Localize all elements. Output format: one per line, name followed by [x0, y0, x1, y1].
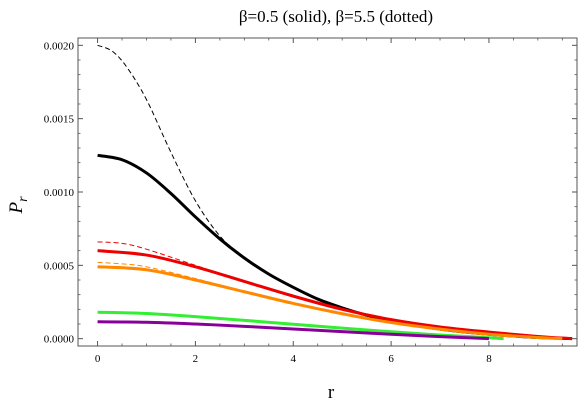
series-line-2-solid: [97, 249, 573, 341]
series-line-6-solid: [97, 310, 504, 341]
x-tick-label: 8: [486, 353, 492, 365]
y-tick-label: 0.0015: [44, 114, 75, 126]
x-axis-title: r: [328, 382, 335, 403]
plot-border: [77, 37, 578, 347]
y-axis-title-sub: r: [16, 196, 31, 202]
y-axis-title: Pr: [6, 196, 31, 215]
y-tick-label: 0.0005: [44, 260, 75, 272]
series-layer: [97, 44, 573, 341]
x-tick-label: 0: [95, 353, 101, 365]
svg-text:Pr: Pr: [6, 196, 31, 215]
series-line-7-solid: [97, 320, 490, 341]
x-axis: 0 2 4 6 8: [95, 38, 563, 365]
y-axis-title-main: P: [6, 202, 27, 215]
plot-frame: [77, 37, 578, 347]
x-tick-label: 6: [388, 353, 394, 365]
y-tick-label: 0.0020: [44, 40, 75, 52]
y-axis: 0.0000 0.0005 0.0010 0.0015 0.0020: [44, 40, 577, 346]
chart-title: β=0.5 (solid), β=5.5 (dotted): [239, 7, 433, 26]
x-tick-label: 2: [193, 353, 199, 365]
x-tick-label: 4: [291, 353, 297, 365]
series-line-5-dashed: [97, 261, 558, 340]
y-tick-label: 0.0000: [44, 334, 75, 346]
y-tick-label: 0.0010: [44, 187, 75, 199]
